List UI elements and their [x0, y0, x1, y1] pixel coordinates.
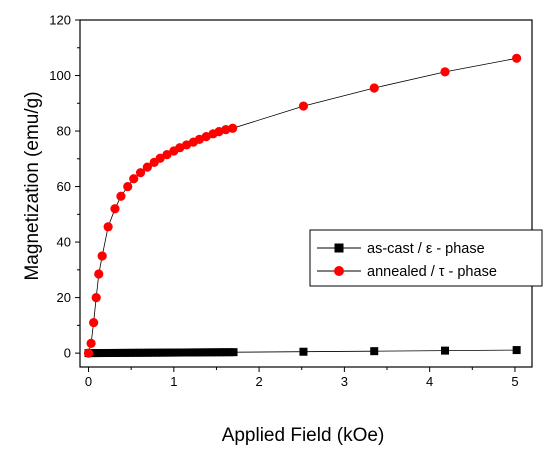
data-point	[131, 348, 140, 357]
y-axis-title: Magnetization (emu/g)	[22, 91, 43, 280]
y-tick-label: 20	[57, 290, 71, 305]
legend: as-cast / ε - phase annealed / τ - phase	[309, 229, 543, 287]
data-point	[97, 349, 106, 358]
x-tick-label: 3	[341, 374, 348, 389]
data-point	[228, 123, 238, 133]
data-point	[139, 348, 148, 357]
axes-layer: 0 1 2 3 4 5 0 20 40 60 80 100 120	[49, 13, 533, 389]
data-point	[165, 348, 174, 357]
data-point	[148, 348, 157, 357]
data-point	[110, 204, 120, 214]
x-tick-label: 0	[85, 374, 92, 389]
x-tick-label: 4	[426, 374, 433, 389]
data-point	[122, 348, 131, 357]
plot-frame	[79, 19, 533, 368]
data-point	[229, 348, 238, 357]
data-point	[114, 348, 123, 357]
data-point	[440, 67, 450, 77]
data-point	[441, 346, 450, 355]
data-point	[116, 191, 126, 201]
data-point	[199, 348, 208, 357]
data-point	[129, 174, 139, 184]
data-point	[103, 222, 113, 232]
series-annealed	[83, 53, 522, 358]
data-point	[89, 317, 99, 328]
data-point	[144, 348, 153, 357]
data-point	[157, 348, 166, 357]
legend-marker-as-cast	[334, 243, 344, 253]
data-point	[97, 251, 107, 261]
y-tick-label: 80	[57, 124, 71, 139]
data-point	[152, 348, 161, 357]
y-tick-label: 40	[57, 235, 71, 250]
data-point	[369, 83, 379, 93]
data-point	[135, 348, 144, 357]
data-point	[208, 348, 217, 357]
legend-label-as-cast: as-cast / ε - phase	[367, 241, 485, 257]
data-point	[186, 348, 195, 357]
data-point	[162, 150, 172, 160]
data-point	[174, 348, 183, 357]
data-point	[298, 101, 309, 111]
y-tick-label: 100	[49, 68, 71, 83]
data-point	[93, 349, 102, 358]
data-point	[220, 348, 229, 357]
data-point	[142, 162, 152, 172]
data-point	[182, 348, 191, 357]
y-tick-label: 120	[49, 13, 71, 28]
x-axis-title: Applied Field (kOe)	[222, 425, 385, 446]
data-point	[225, 348, 234, 357]
x-tick-label: 1	[170, 374, 177, 389]
data-point	[169, 348, 178, 357]
data-point	[86, 338, 96, 349]
data-point	[135, 168, 146, 178]
data-point	[105, 348, 114, 357]
x-tick-label: 5	[511, 374, 518, 389]
data-point	[101, 349, 110, 358]
data-point	[370, 347, 379, 356]
data-point	[91, 293, 101, 303]
data-point	[127, 348, 136, 357]
data-point	[94, 269, 104, 279]
data-point	[221, 125, 231, 135]
data-point	[512, 53, 522, 63]
legend-box	[309, 229, 543, 287]
data-point	[299, 347, 308, 356]
data-point	[155, 153, 165, 163]
data-point	[110, 348, 119, 357]
data-point	[203, 348, 212, 357]
data-point	[191, 348, 200, 357]
data-point	[123, 181, 133, 192]
x-tick-label: 2	[255, 374, 262, 389]
data-point	[212, 348, 221, 357]
plot-layer	[83, 53, 522, 358]
data-point	[195, 348, 204, 357]
data-point	[83, 348, 94, 358]
data-point	[512, 346, 521, 355]
data-point	[118, 348, 127, 357]
series-as-cast	[84, 346, 521, 358]
data-point	[216, 348, 225, 357]
y-tick-label: 0	[64, 346, 71, 361]
data-point	[178, 348, 187, 357]
legend-label-annealed: annealed / τ - phase	[367, 264, 497, 280]
data-point	[161, 348, 170, 357]
y-tick-label: 60	[57, 179, 71, 194]
legend-marker-annealed	[334, 266, 344, 276]
